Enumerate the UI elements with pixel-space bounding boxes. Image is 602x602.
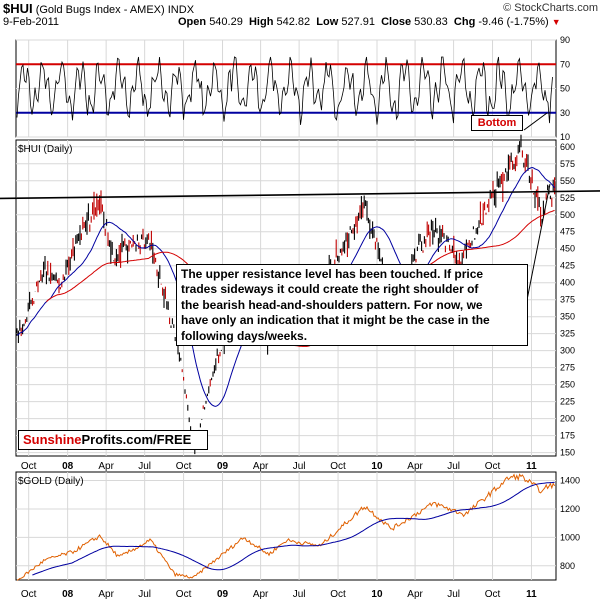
gold-panel-frame: [15, 471, 557, 581]
close-value: 530.83: [414, 16, 448, 28]
x-tick-label: Apr: [407, 589, 423, 600]
gold-tick-label: 1400: [560, 476, 580, 486]
x-tick-label: Jul: [447, 461, 460, 472]
x-tick-label: Oct: [485, 589, 501, 600]
index-name: (Gold Bugs Index - AMEX): [35, 4, 165, 16]
x-tick-label: Jul: [138, 461, 151, 472]
gold-price-line: [16, 473, 556, 581]
close-label: Close: [381, 16, 412, 28]
x-tick-label: Oct: [21, 589, 37, 600]
down-arrow-icon: ▼: [551, 17, 561, 27]
x-tick-label: Jul: [293, 589, 306, 600]
annotation-line: The upper resistance level has been touc…: [181, 267, 484, 281]
price-tick-label: 175: [560, 431, 575, 441]
low-value: 527.91: [341, 16, 375, 28]
x-tick-label: 09: [217, 589, 229, 600]
price-tick-label: 475: [560, 227, 575, 237]
rsi-line: [16, 56, 553, 125]
ohlc-readout: Open 540.29 High 542.82 Low 527.91 Close…: [178, 16, 561, 28]
x-tick-label: Apr: [253, 461, 269, 472]
x-tick-label: Jul: [293, 461, 306, 472]
moving-average-long: [46, 209, 555, 347]
x-tick-label: 11: [526, 589, 537, 600]
price-tick-label: 400: [560, 278, 575, 288]
price-tick-label: 225: [560, 397, 575, 407]
price-tick-label: 325: [560, 329, 575, 339]
price-tick-label: 575: [560, 159, 575, 169]
gold-panel-title: $GOLD (Daily): [18, 476, 84, 487]
price-tick-label: 550: [560, 176, 575, 186]
bottom-label: Bottom: [471, 115, 523, 131]
price-tick-label: 300: [560, 346, 575, 356]
open-label: Open: [178, 16, 207, 28]
price-tick-label: 200: [560, 414, 575, 424]
price-tick-label: 275: [560, 363, 575, 373]
x-tick-label: 11: [526, 461, 537, 472]
price-tick-label: 525: [560, 193, 575, 203]
price-tick-label: 425: [560, 261, 575, 271]
annotation-box: The upper resistance level has been touc…: [176, 264, 528, 346]
low-label: Low: [316, 16, 339, 28]
price-tick-label: 350: [560, 312, 575, 322]
x-tick-label: 08: [62, 461, 74, 472]
price-tick-label: 375: [560, 295, 575, 305]
rsi-tick-label: 70: [560, 59, 570, 69]
chart-title: $HUI (Gold Bugs Index - AMEX) INDX: [3, 1, 194, 16]
x-tick-label: Apr: [407, 461, 423, 472]
price-tick-label: 450: [560, 244, 575, 254]
annotation-line: have only an indication that it might be…: [181, 313, 490, 328]
high-label: High: [248, 16, 274, 28]
x-tick-label: Jul: [447, 589, 460, 600]
symbol: $HUI: [3, 1, 33, 16]
x-tick-label: Oct: [176, 461, 192, 472]
annotation-line: the bearish head-and-shoulders pattern. …: [181, 297, 483, 312]
x-tick-label: Oct: [330, 461, 346, 472]
gold-tick-label: 1000: [560, 532, 580, 542]
x-tick-label: Apr: [98, 589, 114, 600]
gold-tick-label: 1200: [560, 504, 580, 514]
x-tick-label: Oct: [485, 461, 501, 472]
gold-moving-average: [32, 481, 555, 576]
price-panel-title: $HUI (Daily): [18, 144, 72, 155]
rsi-tick-label: 10: [560, 132, 570, 142]
x-tick-label: Apr: [253, 589, 269, 600]
annotation-line: following days/weeks.: [181, 328, 308, 343]
resistance-line: [0, 190, 601, 200]
watermark: © StockCharts.com: [503, 2, 598, 14]
exchange: INDX: [167, 4, 195, 16]
x-tick-label: Oct: [330, 589, 346, 600]
chart-date: 9-Feb-2011: [3, 16, 60, 28]
bottom-pointer: [523, 112, 548, 131]
x-tick-label: Apr: [98, 461, 114, 472]
price-tick-label: 150: [560, 448, 575, 458]
price-tick-label: 600: [560, 142, 575, 152]
brand-part1: Sunshine: [23, 432, 82, 447]
price-tick-label: 250: [560, 380, 575, 390]
chg-label: Chg: [453, 16, 476, 28]
annotation-line: trades sideways it could create the righ…: [181, 282, 479, 297]
price-tick-label: 500: [560, 210, 575, 220]
rsi-tick-label: 90: [560, 35, 570, 45]
x-tick-label: 10: [371, 589, 383, 600]
x-tick-label: 09: [217, 461, 229, 472]
annotation-pointer: [526, 183, 551, 301]
brand-part2: Profits.com/FREE: [81, 432, 192, 447]
x-tick-label: Oct: [21, 461, 37, 472]
x-tick-label: Oct: [176, 589, 192, 600]
gold-tick-label: 800: [560, 561, 575, 571]
x-tick-label: Jul: [138, 589, 151, 600]
x-tick-label: 08: [62, 589, 74, 600]
chg-value: -9.46 (-1.75%): [478, 16, 549, 28]
open-value: 540.29: [209, 16, 243, 28]
branding: SunshineProfits.com/FREE: [18, 430, 208, 450]
rsi-tick-label: 30: [560, 108, 570, 118]
x-tick-label: 10: [371, 461, 383, 472]
high-value: 542.82: [276, 16, 311, 28]
rsi-tick-label: 50: [560, 84, 570, 94]
